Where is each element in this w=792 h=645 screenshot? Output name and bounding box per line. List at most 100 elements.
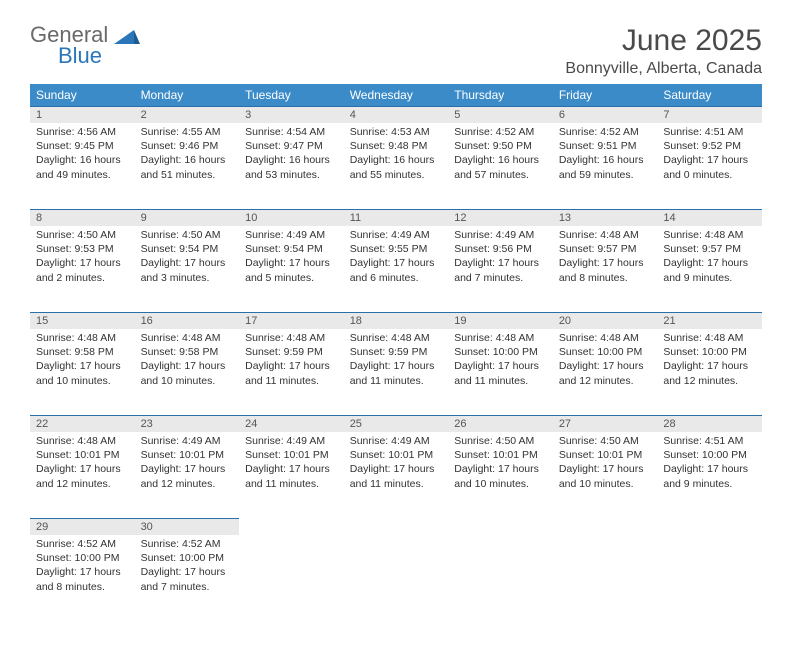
sunrise-text: Sunrise: 4:49 AM	[141, 434, 234, 448]
sunset-text: Sunset: 9:54 PM	[245, 242, 338, 256]
sunset-text: Sunset: 10:01 PM	[559, 448, 652, 462]
day-number-cell: 20	[553, 312, 658, 329]
day-number-cell: 27	[553, 415, 658, 432]
daylight-text: Daylight: 17 hours and 2 minutes.	[36, 256, 129, 284]
sunrise-text: Sunrise: 4:49 AM	[350, 434, 443, 448]
sunset-text: Sunset: 9:58 PM	[141, 345, 234, 359]
daylight-text: Daylight: 17 hours and 12 minutes.	[141, 462, 234, 490]
daylight-text: Daylight: 16 hours and 51 minutes.	[141, 153, 234, 181]
daylight-text: Daylight: 16 hours and 49 minutes.	[36, 153, 129, 181]
day-cell: Sunrise: 4:51 AMSunset: 9:52 PMDaylight:…	[657, 123, 762, 209]
weekday-header: Tuesday	[239, 84, 344, 106]
day-cell-content: Sunrise: 4:53 AMSunset: 9:48 PMDaylight:…	[344, 123, 449, 188]
day-number-cell: 11	[344, 209, 449, 226]
sunset-text: Sunset: 9:51 PM	[559, 139, 652, 153]
sunrise-text: Sunrise: 4:49 AM	[350, 228, 443, 242]
empty-cell	[657, 535, 762, 621]
sunset-text: Sunset: 9:50 PM	[454, 139, 547, 153]
sunrise-text: Sunrise: 4:51 AM	[663, 125, 756, 139]
sunset-text: Sunset: 9:55 PM	[350, 242, 443, 256]
day-number: 4	[344, 106, 449, 123]
daylight-text: Daylight: 17 hours and 3 minutes.	[141, 256, 234, 284]
day-number-cell: 13	[553, 209, 658, 226]
day-number-row: 22232425262728	[30, 415, 762, 432]
sunrise-text: Sunrise: 4:48 AM	[559, 228, 652, 242]
day-number: 25	[344, 415, 449, 432]
sunset-text: Sunset: 10:00 PM	[559, 345, 652, 359]
day-cell: Sunrise: 4:48 AMSunset: 10:00 PMDaylight…	[448, 329, 553, 415]
day-cell: Sunrise: 4:48 AMSunset: 9:58 PMDaylight:…	[30, 329, 135, 415]
day-cell: Sunrise: 4:48 AMSunset: 9:57 PMDaylight:…	[553, 226, 658, 312]
weekday-header: Thursday	[448, 84, 553, 106]
day-cell: Sunrise: 4:56 AMSunset: 9:45 PMDaylight:…	[30, 123, 135, 209]
day-cell: Sunrise: 4:49 AMSunset: 10:01 PMDaylight…	[344, 432, 449, 518]
day-cell-content: Sunrise: 4:50 AMSunset: 10:01 PMDaylight…	[553, 432, 658, 497]
day-number-cell: 25	[344, 415, 449, 432]
day-cell-content: Sunrise: 4:48 AMSunset: 9:57 PMDaylight:…	[553, 226, 658, 291]
day-cell-content: Sunrise: 4:49 AMSunset: 9:56 PMDaylight:…	[448, 226, 553, 291]
day-number: 18	[344, 312, 449, 329]
daylight-text: Daylight: 17 hours and 8 minutes.	[36, 565, 129, 593]
daylight-text: Daylight: 17 hours and 9 minutes.	[663, 462, 756, 490]
daylight-text: Daylight: 16 hours and 57 minutes.	[454, 153, 547, 181]
sunset-text: Sunset: 10:01 PM	[36, 448, 129, 462]
weekday-header: Saturday	[657, 84, 762, 106]
day-number-cell: 15	[30, 312, 135, 329]
day-number: 5	[448, 106, 553, 123]
day-number-cell: 22	[30, 415, 135, 432]
sunrise-text: Sunrise: 4:50 AM	[36, 228, 129, 242]
day-number-cell: 12	[448, 209, 553, 226]
day-cell: Sunrise: 4:48 AMSunset: 9:58 PMDaylight:…	[135, 329, 240, 415]
day-number: 2	[135, 106, 240, 123]
title-block: June 2025 Bonnyville, Alberta, Canada	[565, 24, 762, 78]
day-cell: Sunrise: 4:49 AMSunset: 9:56 PMDaylight:…	[448, 226, 553, 312]
day-number-cell: 9	[135, 209, 240, 226]
empty-cell	[448, 518, 553, 535]
logo-triangle-icon	[114, 28, 140, 46]
day-cell-content: Sunrise: 4:48 AMSunset: 9:58 PMDaylight:…	[30, 329, 135, 394]
sunset-text: Sunset: 10:00 PM	[36, 551, 129, 565]
day-number: 20	[553, 312, 658, 329]
day-number-cell: 28	[657, 415, 762, 432]
day-number: 10	[239, 209, 344, 226]
daylight-text: Daylight: 17 hours and 9 minutes.	[663, 256, 756, 284]
sunset-text: Sunset: 9:46 PM	[141, 139, 234, 153]
sunrise-text: Sunrise: 4:48 AM	[36, 434, 129, 448]
day-cell-content: Sunrise: 4:52 AMSunset: 10:00 PMDaylight…	[135, 535, 240, 600]
day-cell-content: Sunrise: 4:48 AMSunset: 10:00 PMDaylight…	[657, 329, 762, 394]
day-number-cell: 7	[657, 106, 762, 123]
weekday-header: Sunday	[30, 84, 135, 106]
month-title: June 2025	[565, 24, 762, 58]
day-number: 16	[135, 312, 240, 329]
day-cell: Sunrise: 4:52 AMSunset: 9:50 PMDaylight:…	[448, 123, 553, 209]
day-cell-content: Sunrise: 4:52 AMSunset: 9:51 PMDaylight:…	[553, 123, 658, 188]
daylight-text: Daylight: 17 hours and 7 minutes.	[141, 565, 234, 593]
daylight-text: Daylight: 17 hours and 10 minutes.	[454, 462, 547, 490]
daylight-text: Daylight: 17 hours and 10 minutes.	[141, 359, 234, 387]
daylight-text: Daylight: 16 hours and 53 minutes.	[245, 153, 338, 181]
day-cell-content: Sunrise: 4:52 AMSunset: 9:50 PMDaylight:…	[448, 123, 553, 188]
day-cell: Sunrise: 4:48 AMSunset: 10:01 PMDaylight…	[30, 432, 135, 518]
day-number: 28	[657, 415, 762, 432]
sunset-text: Sunset: 9:54 PM	[141, 242, 234, 256]
empty-cell	[553, 518, 658, 535]
sunrise-text: Sunrise: 4:48 AM	[663, 228, 756, 242]
sunrise-text: Sunrise: 4:53 AM	[350, 125, 443, 139]
day-number: 6	[553, 106, 658, 123]
day-number: 17	[239, 312, 344, 329]
empty-cell	[553, 535, 658, 621]
sunset-text: Sunset: 9:59 PM	[350, 345, 443, 359]
sunset-text: Sunset: 10:01 PM	[454, 448, 547, 462]
day-number: 24	[239, 415, 344, 432]
day-number-cell: 5	[448, 106, 553, 123]
weekday-header: Monday	[135, 84, 240, 106]
day-cell: Sunrise: 4:50 AMSunset: 9:54 PMDaylight:…	[135, 226, 240, 312]
sunset-text: Sunset: 9:58 PM	[36, 345, 129, 359]
sunrise-text: Sunrise: 4:52 AM	[559, 125, 652, 139]
daylight-text: Daylight: 17 hours and 11 minutes.	[454, 359, 547, 387]
sunset-text: Sunset: 9:57 PM	[559, 242, 652, 256]
day-number-cell: 18	[344, 312, 449, 329]
day-number: 1	[30, 106, 135, 123]
day-number: 11	[344, 209, 449, 226]
day-cell: Sunrise: 4:54 AMSunset: 9:47 PMDaylight:…	[239, 123, 344, 209]
